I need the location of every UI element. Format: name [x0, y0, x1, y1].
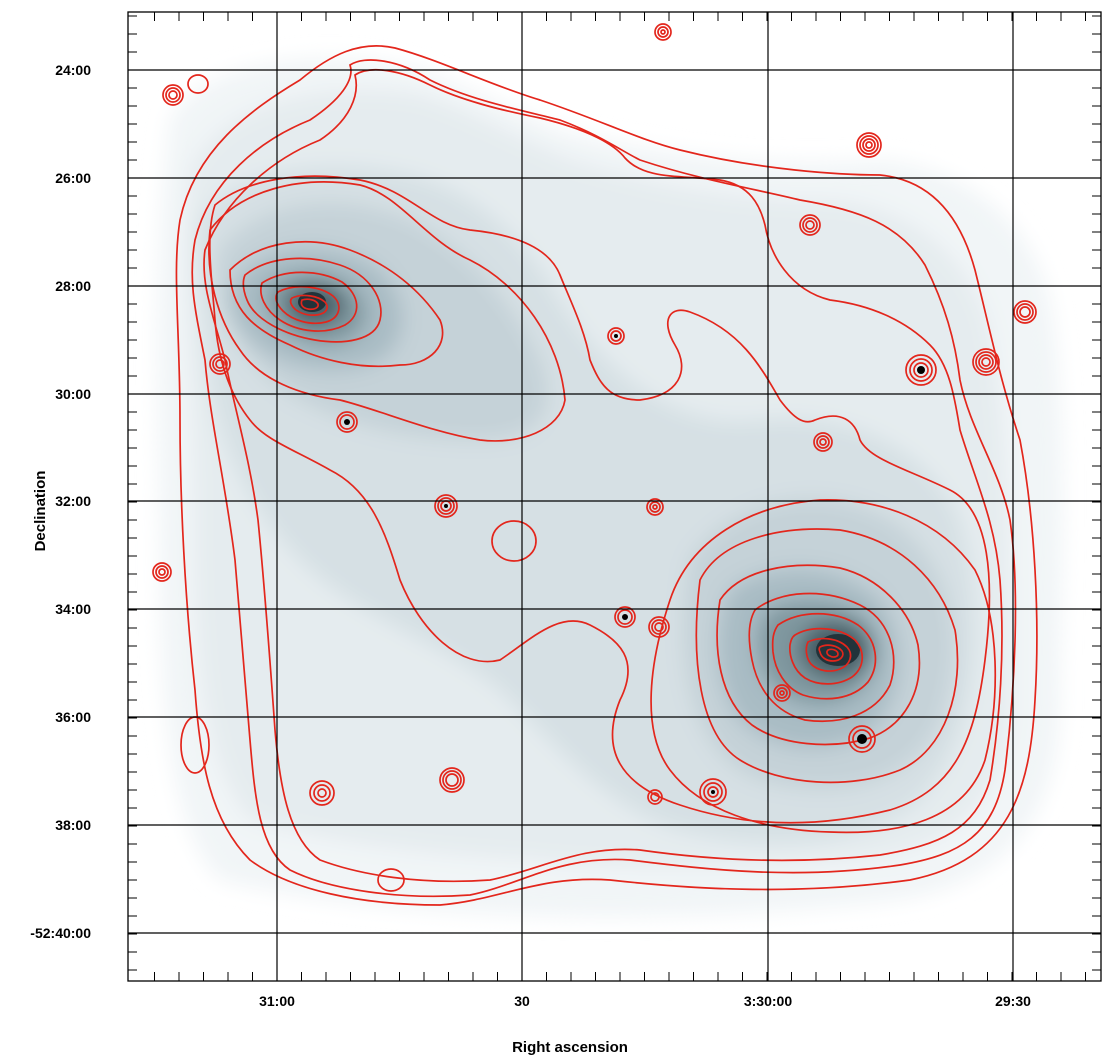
contour-loop-bottom [377, 868, 405, 892]
contour-sw-8 [826, 648, 839, 658]
dec-tick-label: 34:00 [55, 601, 91, 617]
point-source [152, 562, 172, 582]
point-source [699, 778, 727, 806]
dec-tick-label: 30:00 [55, 386, 91, 402]
contour-ne-1 [229, 241, 444, 368]
contour-ne-4 [275, 285, 340, 325]
point-source [439, 767, 465, 793]
ra-tick-label: 30 [514, 993, 530, 1009]
contour-ne-2 [242, 257, 382, 343]
point-sources [152, 23, 1037, 806]
dec-tick-label: 36:00 [55, 709, 91, 725]
contour-level-1 [175, 44, 1038, 906]
point-source [209, 353, 231, 375]
dec-tick-label: 38:00 [55, 817, 91, 833]
point-source [646, 498, 664, 516]
contour-loop-topleft [187, 74, 209, 94]
point-source [162, 84, 184, 106]
ra-tick-label: 3:30:00 [744, 993, 792, 1009]
contour-lines [175, 44, 1038, 906]
point-source [799, 214, 821, 236]
point-source [905, 354, 937, 386]
ra-tick-label: 29:30 [995, 993, 1031, 1009]
contour-level-2 [191, 59, 1017, 898]
point-source [607, 327, 625, 345]
point-source [647, 789, 663, 805]
contour-sw-4 [771, 612, 877, 700]
ra-tick-label: 31:00 [259, 993, 295, 1009]
contour-sw-outer [650, 499, 997, 834]
point-source [309, 780, 335, 806]
y-axis-title: Declination [32, 471, 49, 552]
point-source [336, 411, 358, 433]
dec-tick-label: 26:00 [55, 170, 91, 186]
dec-tick-label: 24:00 [55, 62, 91, 78]
contour-ne-7 [208, 181, 566, 442]
contour-loop-center [491, 520, 537, 562]
point-source [773, 684, 791, 702]
contour-sw-3 [748, 592, 895, 723]
contour-level-3 [203, 69, 1003, 883]
point-source [654, 23, 672, 41]
axis-ticks [128, 12, 1101, 981]
point-source [856, 132, 882, 158]
x-axis-title: Right ascension [512, 1039, 628, 1056]
dec-tick-label: 28:00 [55, 278, 91, 294]
point-source [848, 725, 876, 753]
contour-ne-3 [260, 271, 358, 332]
contour-level-4 [208, 175, 991, 824]
contour-sw-6 [805, 637, 852, 672]
point-source [1013, 300, 1037, 324]
contour-sw-1 [695, 528, 959, 784]
dec-tick-label: -52:40:00 [30, 925, 91, 941]
contour-ne-5 [289, 294, 328, 316]
point-source [972, 348, 1000, 376]
coordinate-grid [128, 12, 1101, 981]
contour-sw-5 [789, 627, 863, 685]
point-source [813, 432, 833, 452]
contour-sw-7 [818, 644, 844, 662]
ra-tick-labels: 31:00 30 3:30:00 29:30 [259, 993, 1031, 1009]
dec-tick-label: 32:00 [55, 493, 91, 509]
point-source [434, 494, 458, 518]
contour-sw-2 [716, 564, 921, 746]
xray-emission-image [157, 58, 1063, 917]
contour-ne-6 [300, 298, 319, 311]
point-source [648, 616, 670, 638]
dec-tick-labels: 24:00 26:00 28:00 30:00 32:00 34:00 36:00 38:00… [30, 62, 91, 941]
point-source [614, 606, 636, 628]
plot-frame [127, 11, 1102, 982]
